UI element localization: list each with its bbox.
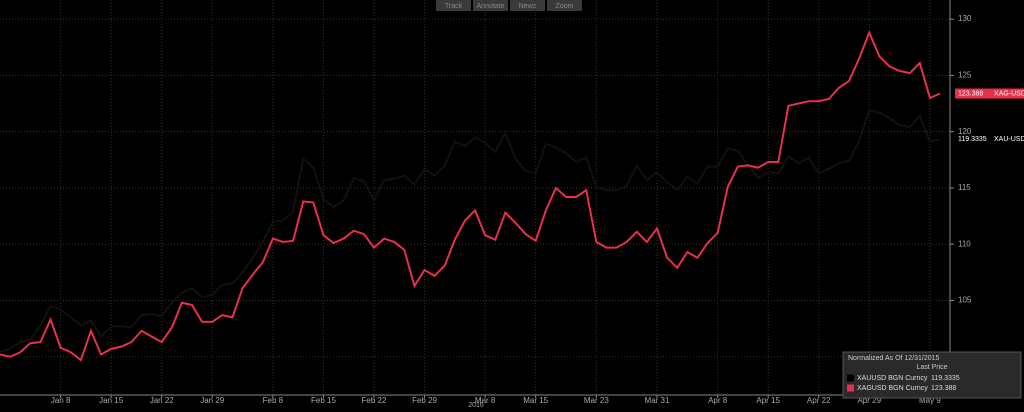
value-tag-box <box>955 88 1024 99</box>
x-tick-label: Mar 31 <box>645 396 670 405</box>
legend-value: 119.3335 <box>931 375 960 382</box>
toolbar-label[interactable]: Track <box>445 3 463 10</box>
value-tag-name: XAG-USD X <box>994 90 1024 97</box>
legend-subtitle: Last Price <box>916 364 947 371</box>
toolbar-button[interactable] <box>436 0 471 11</box>
x-tick-label: Mar 23 <box>584 396 609 405</box>
legend-value: 123.388 <box>931 385 956 392</box>
x-tick-label: Feb 8 <box>263 396 284 405</box>
x-tick-label: Apr 15 <box>756 396 780 405</box>
x-tick-label: Jan 29 <box>200 396 225 405</box>
x-tick-label: Mar 15 <box>523 396 548 405</box>
x-tick-label: May 9 <box>919 396 941 405</box>
x-tick-label: Jan 15 <box>99 396 124 405</box>
toolbar-button[interactable] <box>547 0 582 11</box>
x-tick-label: Feb 22 <box>362 396 387 405</box>
legend-swatch <box>847 384 854 392</box>
y-tick-label: 125 <box>958 71 972 80</box>
legend-box <box>842 351 1022 399</box>
y-tick-label: 130 <box>958 14 972 23</box>
legend-swatch <box>847 374 854 382</box>
legend-label: XAGUSD BGN Curncy <box>857 385 928 392</box>
toolbar-label[interactable]: Annotate <box>476 3 504 10</box>
x-tick-label: Feb 15 <box>311 396 336 405</box>
x-tick-label: Jan 22 <box>150 396 175 405</box>
value-tag: 123.388 <box>958 90 983 97</box>
toolbar-button[interactable] <box>510 0 545 11</box>
x-tick-label: Apr 8 <box>708 396 728 405</box>
series-line <box>0 109 941 354</box>
toolbar-label[interactable]: News <box>519 3 537 10</box>
x-tick-label: Feb 29 <box>412 396 437 405</box>
value-tag: 119.3335 <box>958 136 987 143</box>
x-axis-label: 2016 <box>468 402 484 409</box>
y-tick-label: 115 <box>958 183 971 192</box>
x-tick-label: Apr 22 <box>807 396 831 405</box>
toolbar-button[interactable] <box>473 0 508 11</box>
legend-title: Normalized As Of 12/31/2015 <box>848 355 940 362</box>
y-tick-label: 110 <box>958 239 971 248</box>
value-tag-name: XAU-USD X <box>994 136 1024 143</box>
y-tick-label: 120 <box>958 127 972 136</box>
x-tick-label: Mar 8 <box>475 396 496 405</box>
legend-label: XAUUSD BGN Curncy <box>857 375 928 382</box>
y-tick-label: 105 <box>958 296 972 305</box>
x-tick-label: Jan 8 <box>51 396 71 405</box>
toolbar-label[interactable]: Zoom <box>556 3 574 10</box>
series-line <box>0 29 941 362</box>
x-tick-label: Apr 29 <box>857 396 881 405</box>
